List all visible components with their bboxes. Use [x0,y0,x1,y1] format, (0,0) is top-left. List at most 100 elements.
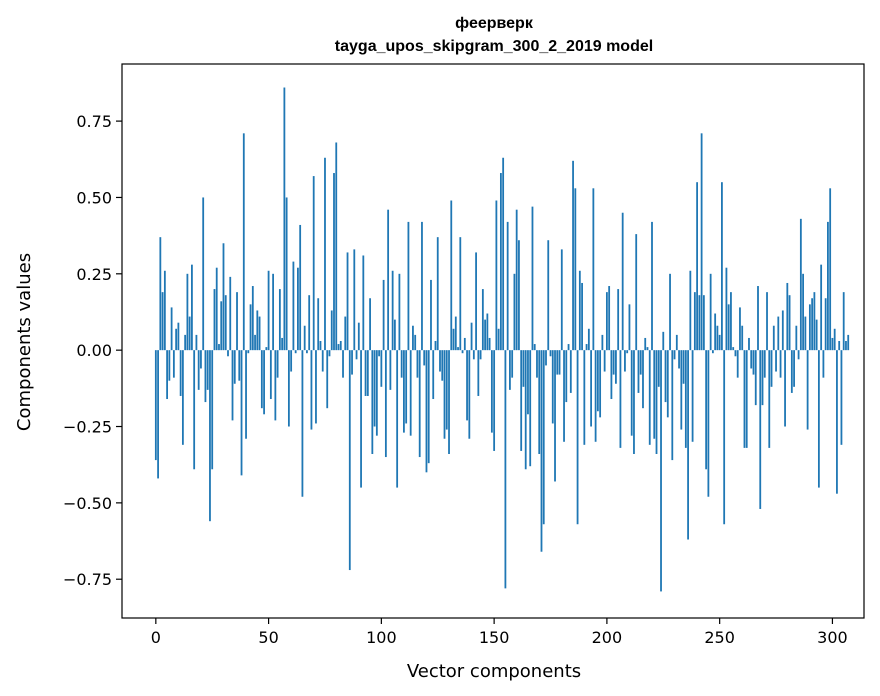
bar [321,350,324,372]
bar [418,350,421,458]
bar [258,316,261,351]
bar [511,350,514,378]
bar [159,237,162,351]
bar [669,273,671,351]
bar [536,350,538,378]
bar [639,350,642,375]
bar [260,350,263,409]
y-tick-label: 0.25 [76,265,112,284]
bar [554,350,556,482]
bar [560,249,563,351]
bar [197,350,200,390]
y-tick-label: 0.50 [76,188,112,207]
bar [391,270,394,351]
bar [567,344,570,351]
bar [700,133,703,351]
bar [838,341,841,351]
bar [759,350,762,509]
bar [319,341,322,351]
bar [576,350,579,525]
bar [290,350,293,372]
bar [587,328,590,351]
bar [725,267,728,351]
bar [215,267,218,351]
bar [380,350,383,387]
bar [432,350,435,400]
bar [436,237,439,351]
bar [191,264,193,351]
bar [804,316,807,351]
bar [195,334,198,351]
bar [779,350,782,378]
bar [236,292,238,351]
bar [423,350,426,366]
bar [678,350,680,369]
bar [585,344,588,351]
bar [612,350,615,375]
bar [407,221,410,351]
bar [736,350,739,378]
bar [693,292,696,351]
bar [179,350,182,396]
bar [748,337,750,351]
bar [651,221,653,351]
x-tick-label: 0 [151,628,161,647]
y-tick-label: −0.25 [63,418,112,437]
bar [750,350,753,369]
bar [247,350,250,354]
bar [829,188,832,351]
bar [772,325,775,351]
bar [506,221,509,351]
bar [558,350,561,375]
bar [786,282,789,351]
bar [635,234,638,351]
bar [524,350,527,470]
bar [168,350,171,381]
bar [387,209,390,351]
bar [664,350,667,403]
bar [497,328,500,351]
bar [249,304,252,351]
bar [269,350,272,400]
bar [445,350,448,430]
bar [671,350,674,461]
bar [775,350,777,372]
bar [488,337,491,351]
bar [218,344,220,351]
bar [689,270,692,351]
bar [827,221,829,351]
bar [355,350,358,360]
bar [308,295,311,351]
bar [499,173,502,351]
bar [245,350,247,439]
bar [538,350,541,454]
bar [563,350,565,442]
bar [265,347,268,351]
bar [425,350,428,473]
bar [439,350,441,372]
bar [459,237,462,351]
bar [655,350,658,454]
bar [172,350,175,378]
bar [763,350,766,378]
bar [193,350,196,470]
bar [799,218,802,351]
bar [242,133,245,351]
bar [545,350,547,366]
bar [369,298,371,351]
bar [181,350,184,445]
bar [353,249,356,351]
bar [238,350,241,381]
bar [457,347,459,351]
bar [450,200,453,351]
bar [520,350,523,451]
bar [687,350,689,540]
bar [330,310,333,351]
bar [317,298,320,351]
bar [820,264,823,351]
bar [673,350,676,360]
y-tick-label: 0.00 [76,341,112,360]
bar [213,289,216,351]
bar [824,298,827,351]
bar [795,325,798,351]
